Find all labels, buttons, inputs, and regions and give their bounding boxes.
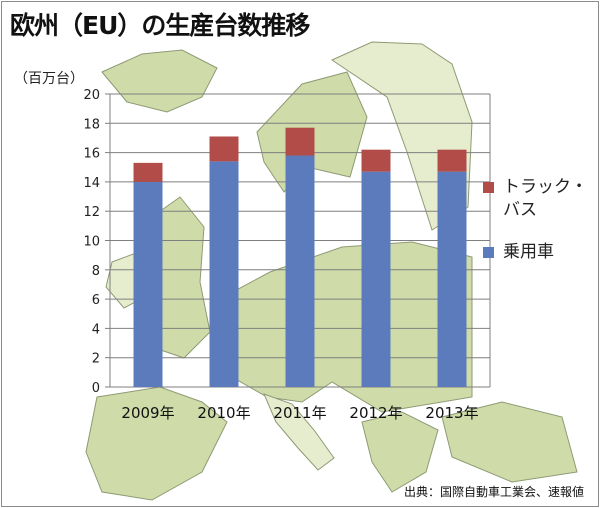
x-tick-label: 2013年 — [425, 404, 478, 422]
bar-segment-passenger — [285, 155, 315, 387]
legend-label-truck-bus: トラック・バス — [503, 177, 588, 220]
y-tick-label: 14 — [83, 176, 100, 191]
x-tick-labels: 2009年 2010年 2011年 2012年 2013年 — [121, 404, 478, 422]
map-land-shape — [330, 41, 473, 231]
y-tick-label: 18 — [83, 117, 100, 132]
legend-item-truck-bus: トラック・バス — [483, 176, 593, 222]
bar-segment-truck-bus — [361, 149, 391, 172]
x-tick-label: 2011年 — [273, 404, 326, 422]
map-land-shape — [263, 393, 335, 471]
legend-item-passenger: 乗用車 — [483, 241, 593, 264]
bars — [133, 127, 467, 387]
bar-segment-truck-bus — [209, 136, 239, 162]
y-tick-label: 16 — [83, 147, 100, 162]
y-tick-label: 0 — [92, 381, 100, 396]
x-tick-label: 2009年 — [121, 404, 174, 422]
chart-title: 欧州（EU）の生産台数推移 — [10, 11, 310, 40]
bar-segment-truck-bus — [133, 162, 163, 182]
bar-segment-truck-bus — [437, 149, 467, 172]
bar-segment-truck-bus — [285, 127, 315, 156]
x-tick-label: 2010年 — [197, 404, 250, 422]
bar-segment-passenger — [437, 171, 467, 387]
y-tick-label: 6 — [92, 293, 100, 308]
y-tick-label: 4 — [92, 322, 100, 337]
y-tick-label: 20 — [83, 88, 100, 103]
y-axis-unit-label: （百万台） — [14, 71, 84, 87]
map-land-shape — [85, 386, 228, 501]
y-tick-label: 10 — [83, 235, 100, 250]
y-tick-label: 12 — [83, 205, 100, 220]
y-tick-labels: 0 2 4 6 8 10 12 14 16 18 20 — [83, 88, 100, 396]
legend-label-passenger: 乗用車 — [503, 242, 554, 262]
bar-segment-passenger — [361, 171, 391, 387]
map-land-shape — [101, 49, 218, 113]
map-land-shape — [441, 401, 578, 483]
y-tick-label: 2 — [92, 352, 100, 367]
bar-segment-passenger — [133, 181, 163, 387]
x-tick-label: 2012年 — [349, 404, 402, 422]
source-note: 出典：国際自動車工業会、速報値 — [403, 485, 584, 499]
y-tick-label: 8 — [92, 264, 100, 279]
legend-swatch-truck-bus — [483, 182, 494, 193]
bar-segment-passenger — [209, 161, 239, 387]
legend-swatch-passenger — [483, 247, 494, 258]
map-land-shape — [361, 411, 439, 493]
